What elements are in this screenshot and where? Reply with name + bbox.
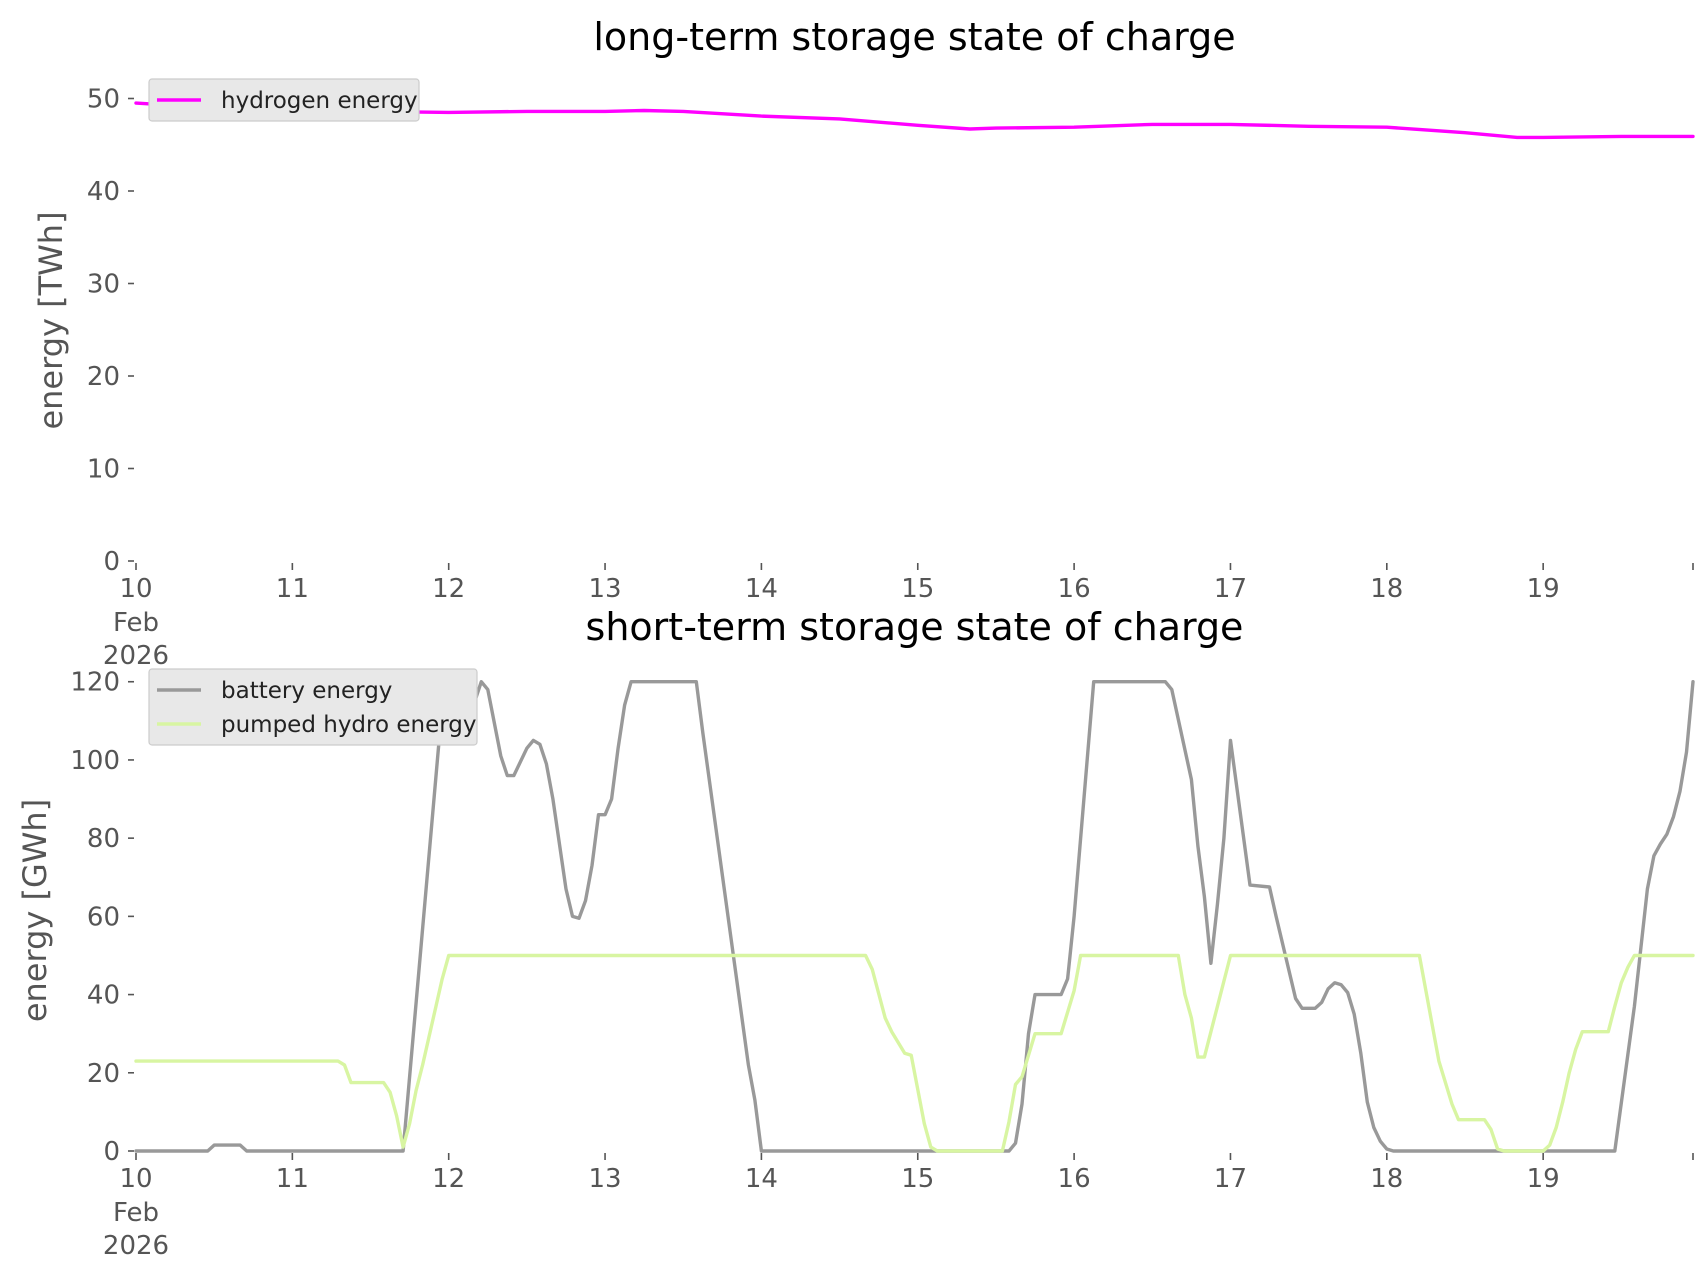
y-tick-label: 40 (87, 981, 120, 1011)
x-tick-label: 10 (119, 1164, 152, 1194)
chart-panel-2: short-term storage state of charge energy… (16, 605, 1695, 1261)
x-tick-sublabel: 2026 (103, 1231, 169, 1261)
y-tick-label: 120 (70, 668, 120, 698)
legend-label: battery energy (221, 678, 392, 704)
y-tick-label: 60 (87, 902, 120, 932)
y-axis-label: energy [TWh] (32, 211, 70, 429)
y-tick-label: 10 (87, 455, 120, 485)
y-tick-label: 40 (87, 177, 120, 207)
x-tick-label: 12 (432, 574, 465, 604)
x-tick-label: 16 (1058, 1164, 1091, 1194)
y-tick-label: 30 (87, 270, 120, 300)
legend (148, 78, 420, 122)
x-tick-label: 13 (589, 1164, 622, 1194)
x-tick-label: 17 (1214, 574, 1247, 604)
legend-label: hydrogen energy (221, 88, 418, 114)
x-tick-label: 17 (1214, 1164, 1247, 1194)
x-tick-label: 16 (1058, 574, 1091, 604)
legend-label: pumped hydro energy (221, 712, 477, 738)
x-tick-label: 10 (119, 574, 152, 604)
y-tick-label: 20 (87, 362, 120, 392)
y-tick-label: 0 (103, 1137, 120, 1167)
y-tick-label: 20 (87, 1059, 120, 1089)
chart-title: long-term storage state of charge (593, 15, 1235, 59)
x-tick-sublabel: Feb (113, 1198, 159, 1228)
series-line-pumped-hydro-energy (134, 953, 1695, 1153)
y-tick-label: 100 (70, 746, 120, 776)
chart-title: short-term storage state of charge (586, 605, 1244, 649)
series-line-hydrogen-energy (134, 101, 1695, 140)
y-tick-label: 50 (87, 85, 120, 115)
x-tick-label: 18 (1370, 1164, 1403, 1194)
y-tick-label: 0 (103, 547, 120, 577)
x-tick-sublabel: Feb (113, 608, 159, 638)
x-tick-label: 12 (432, 1164, 465, 1194)
y-tick-label: 80 (87, 824, 120, 854)
x-tick-label: 15 (901, 1164, 934, 1194)
x-tick-sublabel: 2026 (103, 641, 169, 671)
legend (148, 668, 478, 746)
x-tick-label: 14 (745, 1164, 778, 1194)
x-tick-label: 11 (276, 574, 309, 604)
x-tick-label: 13 (589, 574, 622, 604)
x-tick-label: 15 (901, 574, 934, 604)
x-tick-label: 19 (1527, 1164, 1560, 1194)
x-tick-label: 18 (1370, 574, 1403, 604)
chart-panel-1: long-term storage state of charge energy … (32, 15, 1695, 671)
x-tick-label: 11 (276, 1164, 309, 1194)
y-axis-label: energy [GWh] (16, 799, 54, 1022)
x-tick-label: 19 (1527, 574, 1560, 604)
series-line-battery-energy (134, 680, 1695, 1153)
x-tick-label: 14 (745, 574, 778, 604)
